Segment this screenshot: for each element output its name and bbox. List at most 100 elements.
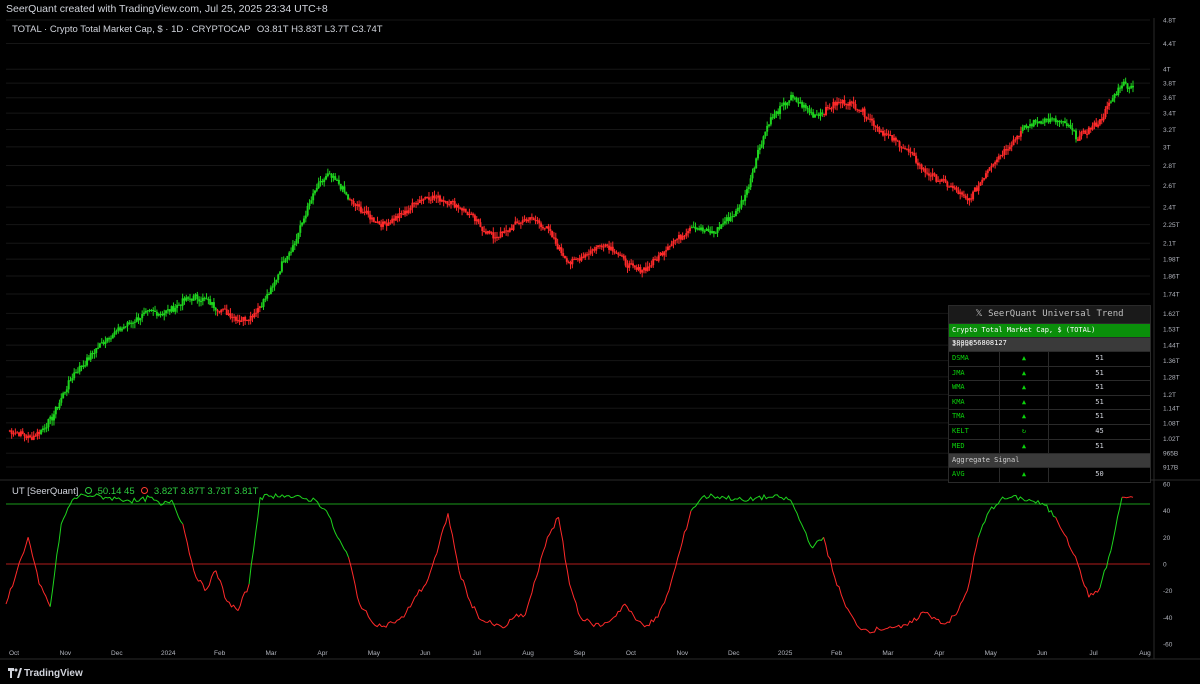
- oscillator-tick-label: -20: [1163, 588, 1173, 595]
- candle-body: [245, 320, 248, 322]
- main-legend[interactable]: TOTAL · Crypto Total Market Cap, $ · 1D …: [12, 24, 383, 35]
- candle-body: [137, 317, 140, 321]
- candle-body: [909, 151, 912, 153]
- candle-body: [19, 431, 22, 436]
- time-tick-label: Jul: [473, 650, 482, 657]
- candle-body: [587, 253, 590, 255]
- price-y-axis[interactable]: 917B 965B 1.02T 1.08T 1.14T 1.2T 1.28T 1.36T 1.4…: [1163, 18, 1180, 472]
- candle-body: [468, 213, 471, 216]
- candle-body: [1086, 133, 1089, 135]
- candle-body: [720, 224, 723, 229]
- candle-body: [843, 99, 846, 105]
- candle-body: [30, 437, 33, 440]
- candle-body: [146, 310, 149, 312]
- visibility-icon[interactable]: [85, 487, 92, 494]
- candle-body: [404, 210, 407, 215]
- visibility-icon[interactable]: [141, 487, 149, 494]
- oscillator-segment: [237, 583, 250, 611]
- oscillator-tick-label: 60: [1163, 482, 1171, 489]
- candle-body: [490, 232, 493, 234]
- candle-body: [358, 204, 361, 207]
- time-tick-label: Oct: [626, 650, 636, 657]
- candle-body: [457, 205, 460, 208]
- candle-body: [1109, 101, 1112, 103]
- candle-body: [563, 255, 566, 259]
- oscillator-segment: [988, 499, 1001, 511]
- candle-body: [813, 114, 816, 118]
- oscillator-segment: [381, 621, 393, 628]
- candle-body: [775, 111, 778, 114]
- candle-body: [477, 219, 480, 223]
- tradingview-logo-icon[interactable]: [8, 668, 22, 678]
- candle-body: [734, 210, 737, 217]
- candle-body: [990, 165, 993, 168]
- candle-body: [679, 234, 682, 240]
- time-x-axis[interactable]: Oct Nov Dec 2024 Feb Mar Apr May Jun Jul Aug Sep Oct…: [9, 650, 1151, 657]
- candle-body: [1071, 128, 1074, 131]
- candle-body: [641, 270, 644, 273]
- oscillator-y-axis[interactable]: 60 40 20 0 -20 -40 -60: [1163, 482, 1173, 649]
- candle-body: [885, 133, 888, 135]
- oscillator-segment: [668, 550, 681, 591]
- oscillator-segment: [71, 493, 84, 501]
- candle-body: [297, 232, 300, 240]
- refresh-icon: ↻: [1000, 424, 1049, 439]
- time-tick-label: Jun: [1037, 650, 1048, 657]
- candle-body: [367, 210, 370, 215]
- arrow-up-icon: ▲: [1000, 395, 1049, 410]
- candle-body: [461, 208, 464, 211]
- oscillator-segment: [834, 577, 847, 607]
- arrow-up-icon: ▲: [1000, 439, 1049, 454]
- candle-body: [325, 176, 328, 180]
- candle-body: [277, 274, 280, 280]
- candle-body: [1041, 122, 1044, 124]
- candle-body: [742, 200, 745, 202]
- candle-body: [126, 322, 129, 327]
- candle-body: [1032, 120, 1035, 127]
- candle-body: [854, 104, 857, 110]
- candle-body: [1063, 121, 1066, 124]
- candle-body: [549, 228, 552, 232]
- candle-body: [440, 200, 443, 202]
- time-tick-label: Feb: [831, 650, 843, 657]
- candle-body: [536, 220, 539, 222]
- candle-body: [740, 200, 743, 208]
- candle-body: [541, 227, 544, 229]
- candle-body: [898, 141, 901, 148]
- candle-body: [953, 187, 956, 189]
- candle-body: [269, 287, 272, 295]
- candle-body: [12, 433, 15, 435]
- candle-body: [593, 249, 596, 251]
- oscillator-legend[interactable]: UT [SeerQuant] 50.14 45 3.82T 3.87T 3.73…: [12, 486, 258, 497]
- oscillator-tick-label: -60: [1163, 642, 1173, 649]
- candle-body: [1030, 124, 1033, 127]
- candle-body: [529, 217, 532, 220]
- candle-body: [861, 108, 864, 112]
- candle-body: [894, 137, 897, 141]
- candle-body: [668, 246, 671, 248]
- candle-body: [714, 232, 717, 234]
- candle-body: [359, 206, 362, 213]
- candle-body: [677, 234, 680, 239]
- candle-body: [163, 313, 166, 316]
- candle-body: [157, 313, 160, 316]
- oscillator-segment: [436, 513, 449, 554]
- candle-body: [341, 186, 344, 190]
- arrow-up-icon: ▲: [1000, 468, 1049, 482]
- candle-body: [225, 309, 228, 315]
- candle-body: [786, 102, 789, 106]
- candle-body: [389, 222, 392, 224]
- candle-body: [972, 191, 975, 200]
- candle-body: [984, 173, 987, 178]
- candle-body: [554, 237, 557, 244]
- candle-body: [595, 246, 598, 251]
- candle-body: [893, 137, 896, 141]
- candle-body: [521, 220, 524, 223]
- oscillator-segment: [812, 537, 825, 549]
- candle-body: [801, 102, 804, 108]
- candle-body: [433, 195, 436, 198]
- candle-body: [830, 108, 833, 110]
- candle-body: [769, 117, 772, 125]
- candle-body: [613, 251, 616, 253]
- x-logo-icon: 𝕏: [975, 309, 989, 319]
